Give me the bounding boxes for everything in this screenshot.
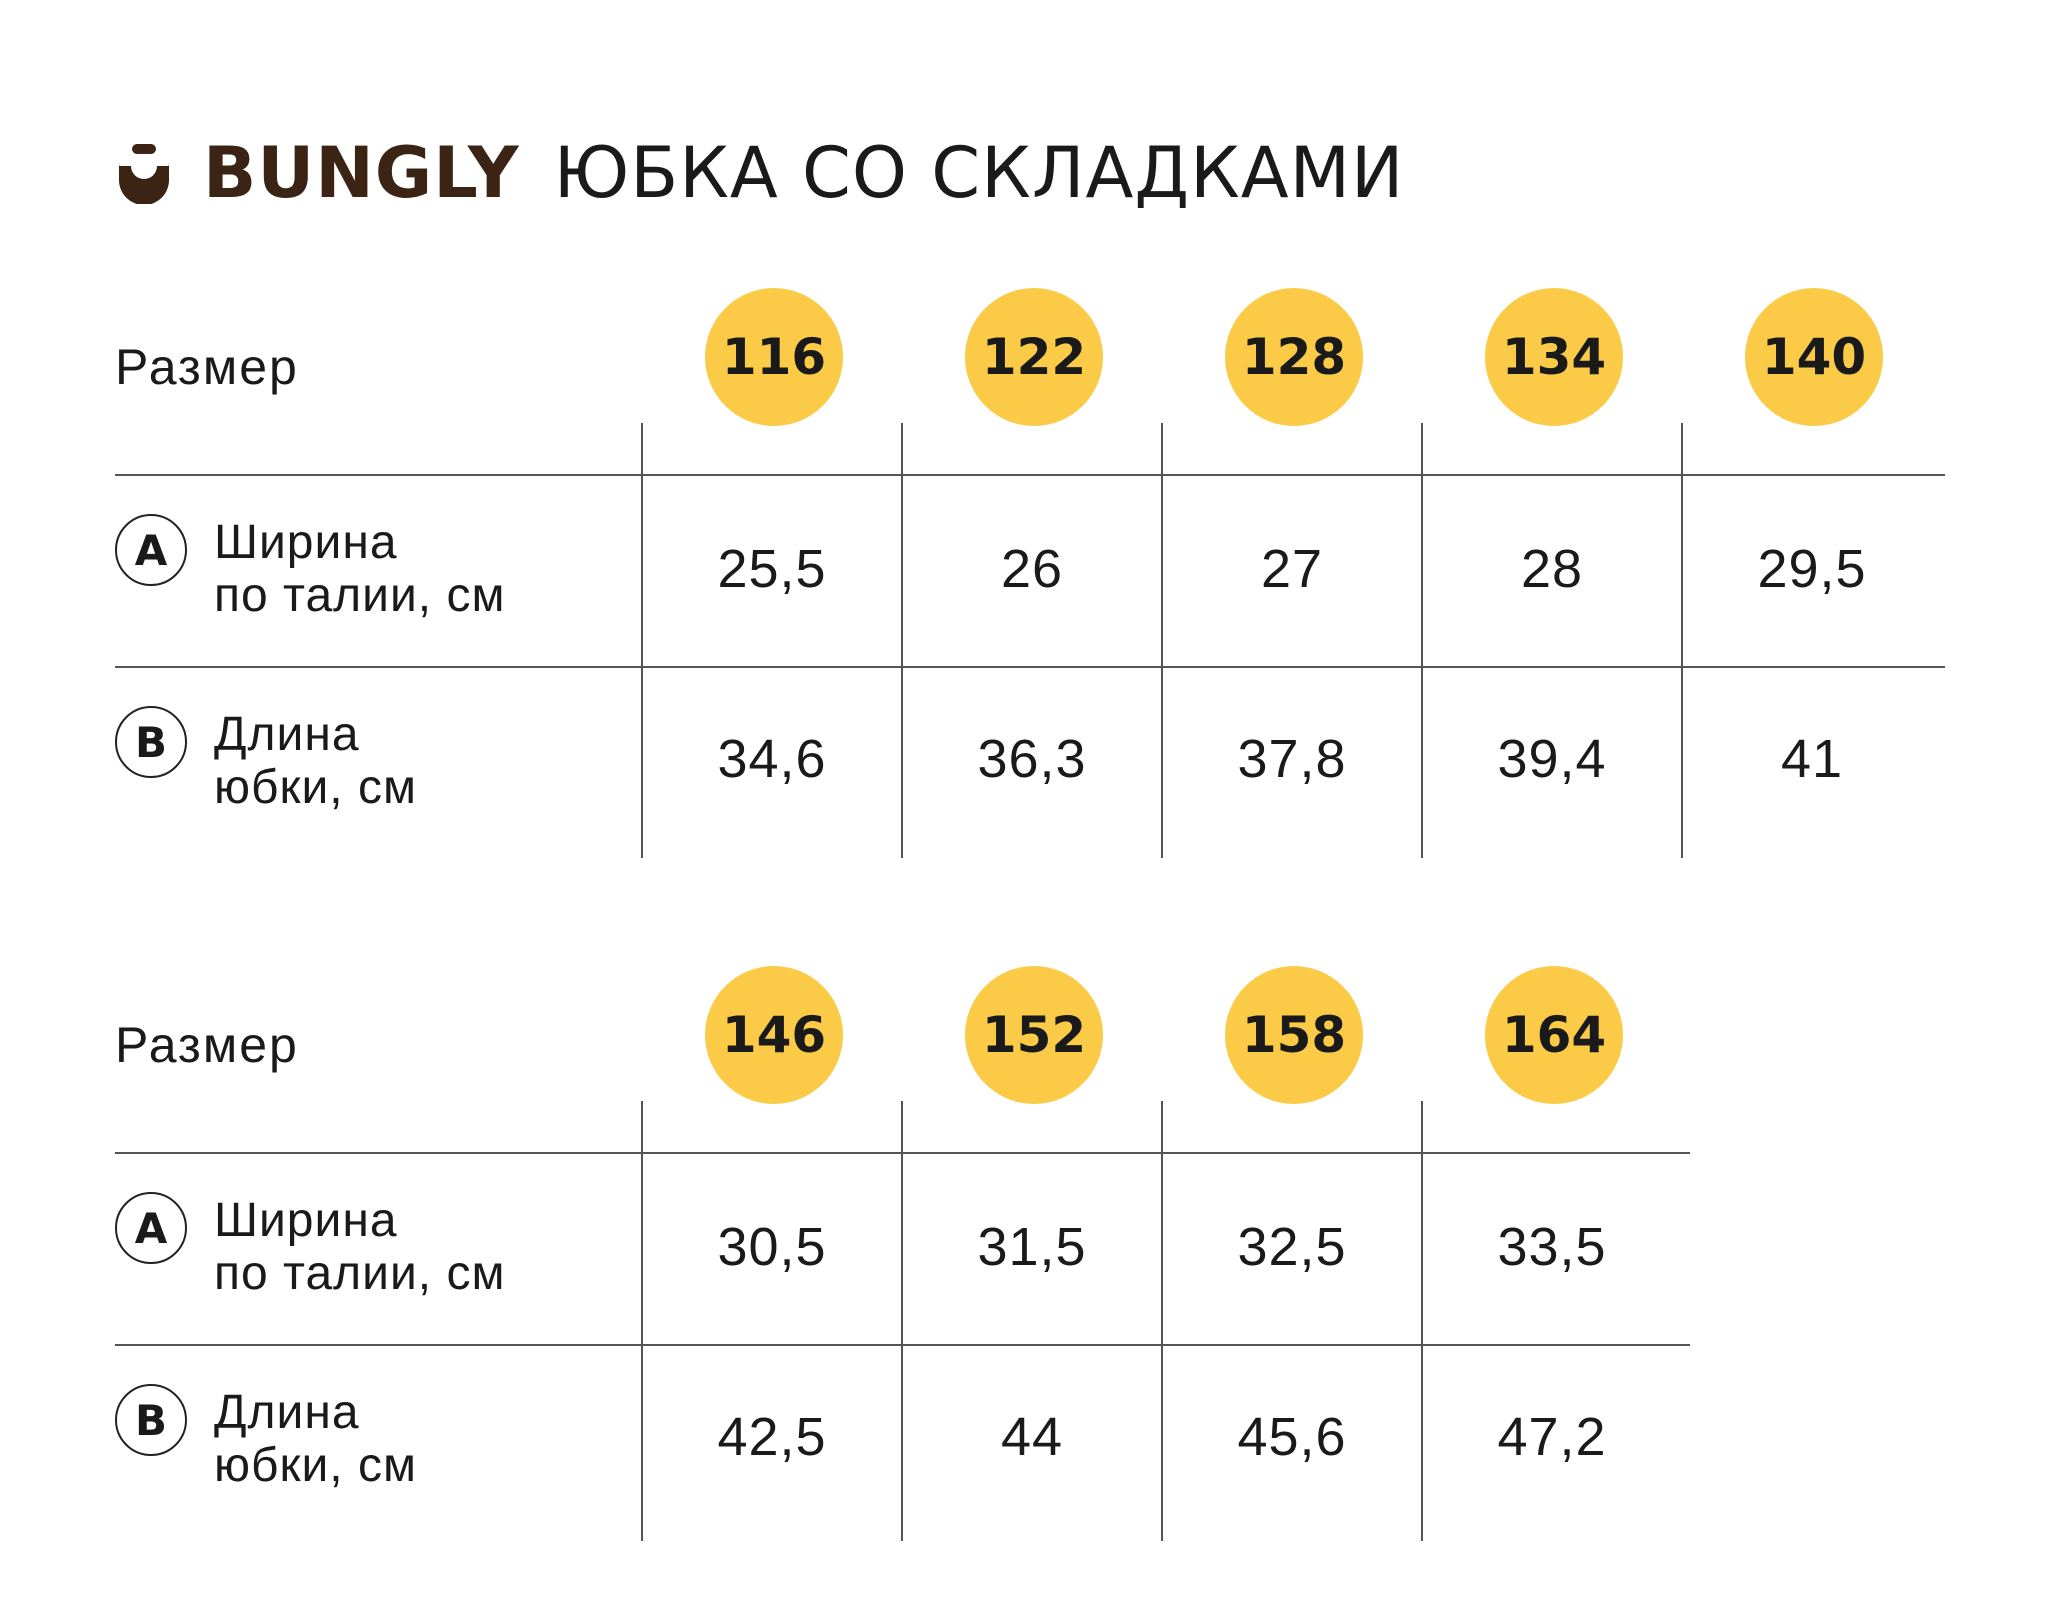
size-badge: 152 xyxy=(965,966,1103,1104)
size-badge: 116 xyxy=(705,288,843,426)
row-letter-badge: A xyxy=(115,1192,187,1264)
table-cell: 27 xyxy=(1260,539,1324,599)
table-cell: 44 xyxy=(1000,1407,1064,1467)
size-badge: 140 xyxy=(1745,288,1883,426)
table-cell: 45,6 xyxy=(1237,1407,1347,1467)
size-badge: 134 xyxy=(1485,288,1623,426)
column-divider xyxy=(1161,423,1163,858)
size-label: Размер xyxy=(115,339,299,395)
table-cell: 42,5 xyxy=(717,1407,827,1467)
size-label: Размер xyxy=(115,1017,299,1073)
row-divider xyxy=(115,474,1945,476)
column-divider xyxy=(641,423,643,858)
size-badge: 122 xyxy=(965,288,1103,426)
row-name: Ширина по талии, см xyxy=(214,1194,506,1300)
table-cell: 31,5 xyxy=(977,1217,1087,1277)
row-letter-badge: B xyxy=(115,706,187,778)
table-cell: 34,6 xyxy=(717,729,827,789)
size-badge: 128 xyxy=(1225,288,1363,426)
table-cell: 30,5 xyxy=(717,1217,827,1277)
size-table-2: Размер 146 152 158 164 A Ширина по талии,… xyxy=(115,966,1945,1541)
table-cell: 47,2 xyxy=(1497,1407,1607,1467)
column-divider xyxy=(1161,1101,1163,1541)
row-divider xyxy=(115,666,1945,668)
row-name: Длина юбки, см xyxy=(214,708,417,814)
table-cell: 32,5 xyxy=(1237,1217,1347,1277)
size-badge: 164 xyxy=(1485,966,1623,1104)
table-cell: 29,5 xyxy=(1757,539,1867,599)
table-cell: 37,8 xyxy=(1237,729,1347,789)
row-letter-badge: A xyxy=(115,514,187,586)
table-cell: 33,5 xyxy=(1497,1217,1607,1277)
column-divider xyxy=(1421,1101,1423,1541)
table-cell: 36,3 xyxy=(977,729,1087,789)
size-table-1: Размер 116 122 128 134 140 A Ширина по та… xyxy=(115,288,1945,858)
table-cell: 39,4 xyxy=(1497,729,1607,789)
column-divider xyxy=(1421,423,1423,858)
product-title: ЮБКА СО СКЛАДКАМИ xyxy=(553,132,1405,214)
row-name: Длина юбки, см xyxy=(214,1386,417,1492)
page-header: BUNGLY ЮБКА СО СКЛАДКАМИ xyxy=(113,128,1404,218)
column-divider xyxy=(901,423,903,858)
table-cell: 25,5 xyxy=(717,539,827,599)
column-divider xyxy=(1681,423,1683,858)
size-badge: 146 xyxy=(705,966,843,1104)
size-badge: 158 xyxy=(1225,966,1363,1104)
row-letter-badge: B xyxy=(115,1384,187,1456)
column-divider xyxy=(641,1101,643,1541)
table-cell: 41 xyxy=(1780,729,1844,789)
table-cell: 26 xyxy=(1000,539,1064,599)
row-name: Ширина по талии, см xyxy=(214,516,506,622)
brand-name: BUNGLY xyxy=(203,132,520,214)
column-divider xyxy=(901,1101,903,1541)
table-cell: 28 xyxy=(1520,539,1584,599)
bungly-logo-icon xyxy=(119,144,169,204)
